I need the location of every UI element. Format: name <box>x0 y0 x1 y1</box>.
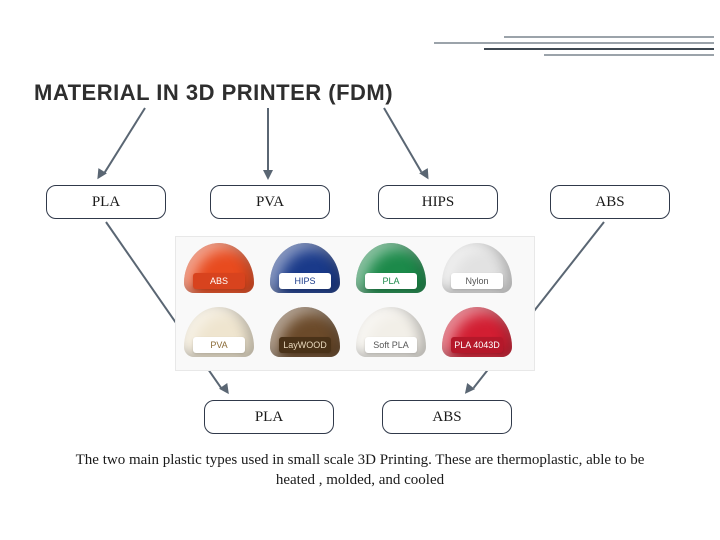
filament-label: ABS <box>193 273 245 289</box>
header-line <box>484 48 714 50</box>
filament-label: LayWOOD <box>279 337 331 353</box>
material-pill-hips: HIPS <box>378 185 498 219</box>
arrow-line <box>104 107 146 172</box>
pill-label: PLA <box>92 194 120 211</box>
header-line <box>544 54 714 56</box>
arrow-head-icon <box>219 383 233 397</box>
filament-label: Soft PLA <box>365 337 417 353</box>
material-pill-abs: ABS <box>550 185 670 219</box>
filament-label: HIPS <box>279 273 331 289</box>
filament-label: PLA 4043D <box>451 337 503 353</box>
page-title: MATERIAL IN 3D PRINTER (FDM) <box>34 80 393 106</box>
arrow-line <box>383 107 422 172</box>
arrow-head-icon <box>263 170 273 180</box>
filament-label: Nylon <box>451 273 503 289</box>
pill-label: HIPS <box>422 194 455 211</box>
arrow-line <box>267 108 269 171</box>
pill-label: ABS <box>595 194 624 211</box>
slide: MATERIAL IN 3D PRINTER (FDM) PLAPVAHIPSA… <box>0 0 720 540</box>
filament-label: PLA <box>365 273 417 289</box>
pill-label: ABS <box>432 409 461 426</box>
footer-text: The two main plastic types used in small… <box>60 450 660 491</box>
material-pill-pla: PLA <box>46 185 166 219</box>
filament-label: PVA <box>193 337 245 353</box>
header-line <box>504 36 714 38</box>
material-pill-main-pla: PLA <box>204 400 334 434</box>
material-pill-main-abs: ABS <box>382 400 512 434</box>
header-line <box>434 42 714 44</box>
filament-samples-panel: ABS HIPS PLA Nylon PVA LayWOOD Soft PLA PLA 404… <box>175 236 535 371</box>
material-pill-pva: PVA <box>210 185 330 219</box>
pill-label: PLA <box>255 409 283 426</box>
pill-label: PVA <box>256 194 284 211</box>
